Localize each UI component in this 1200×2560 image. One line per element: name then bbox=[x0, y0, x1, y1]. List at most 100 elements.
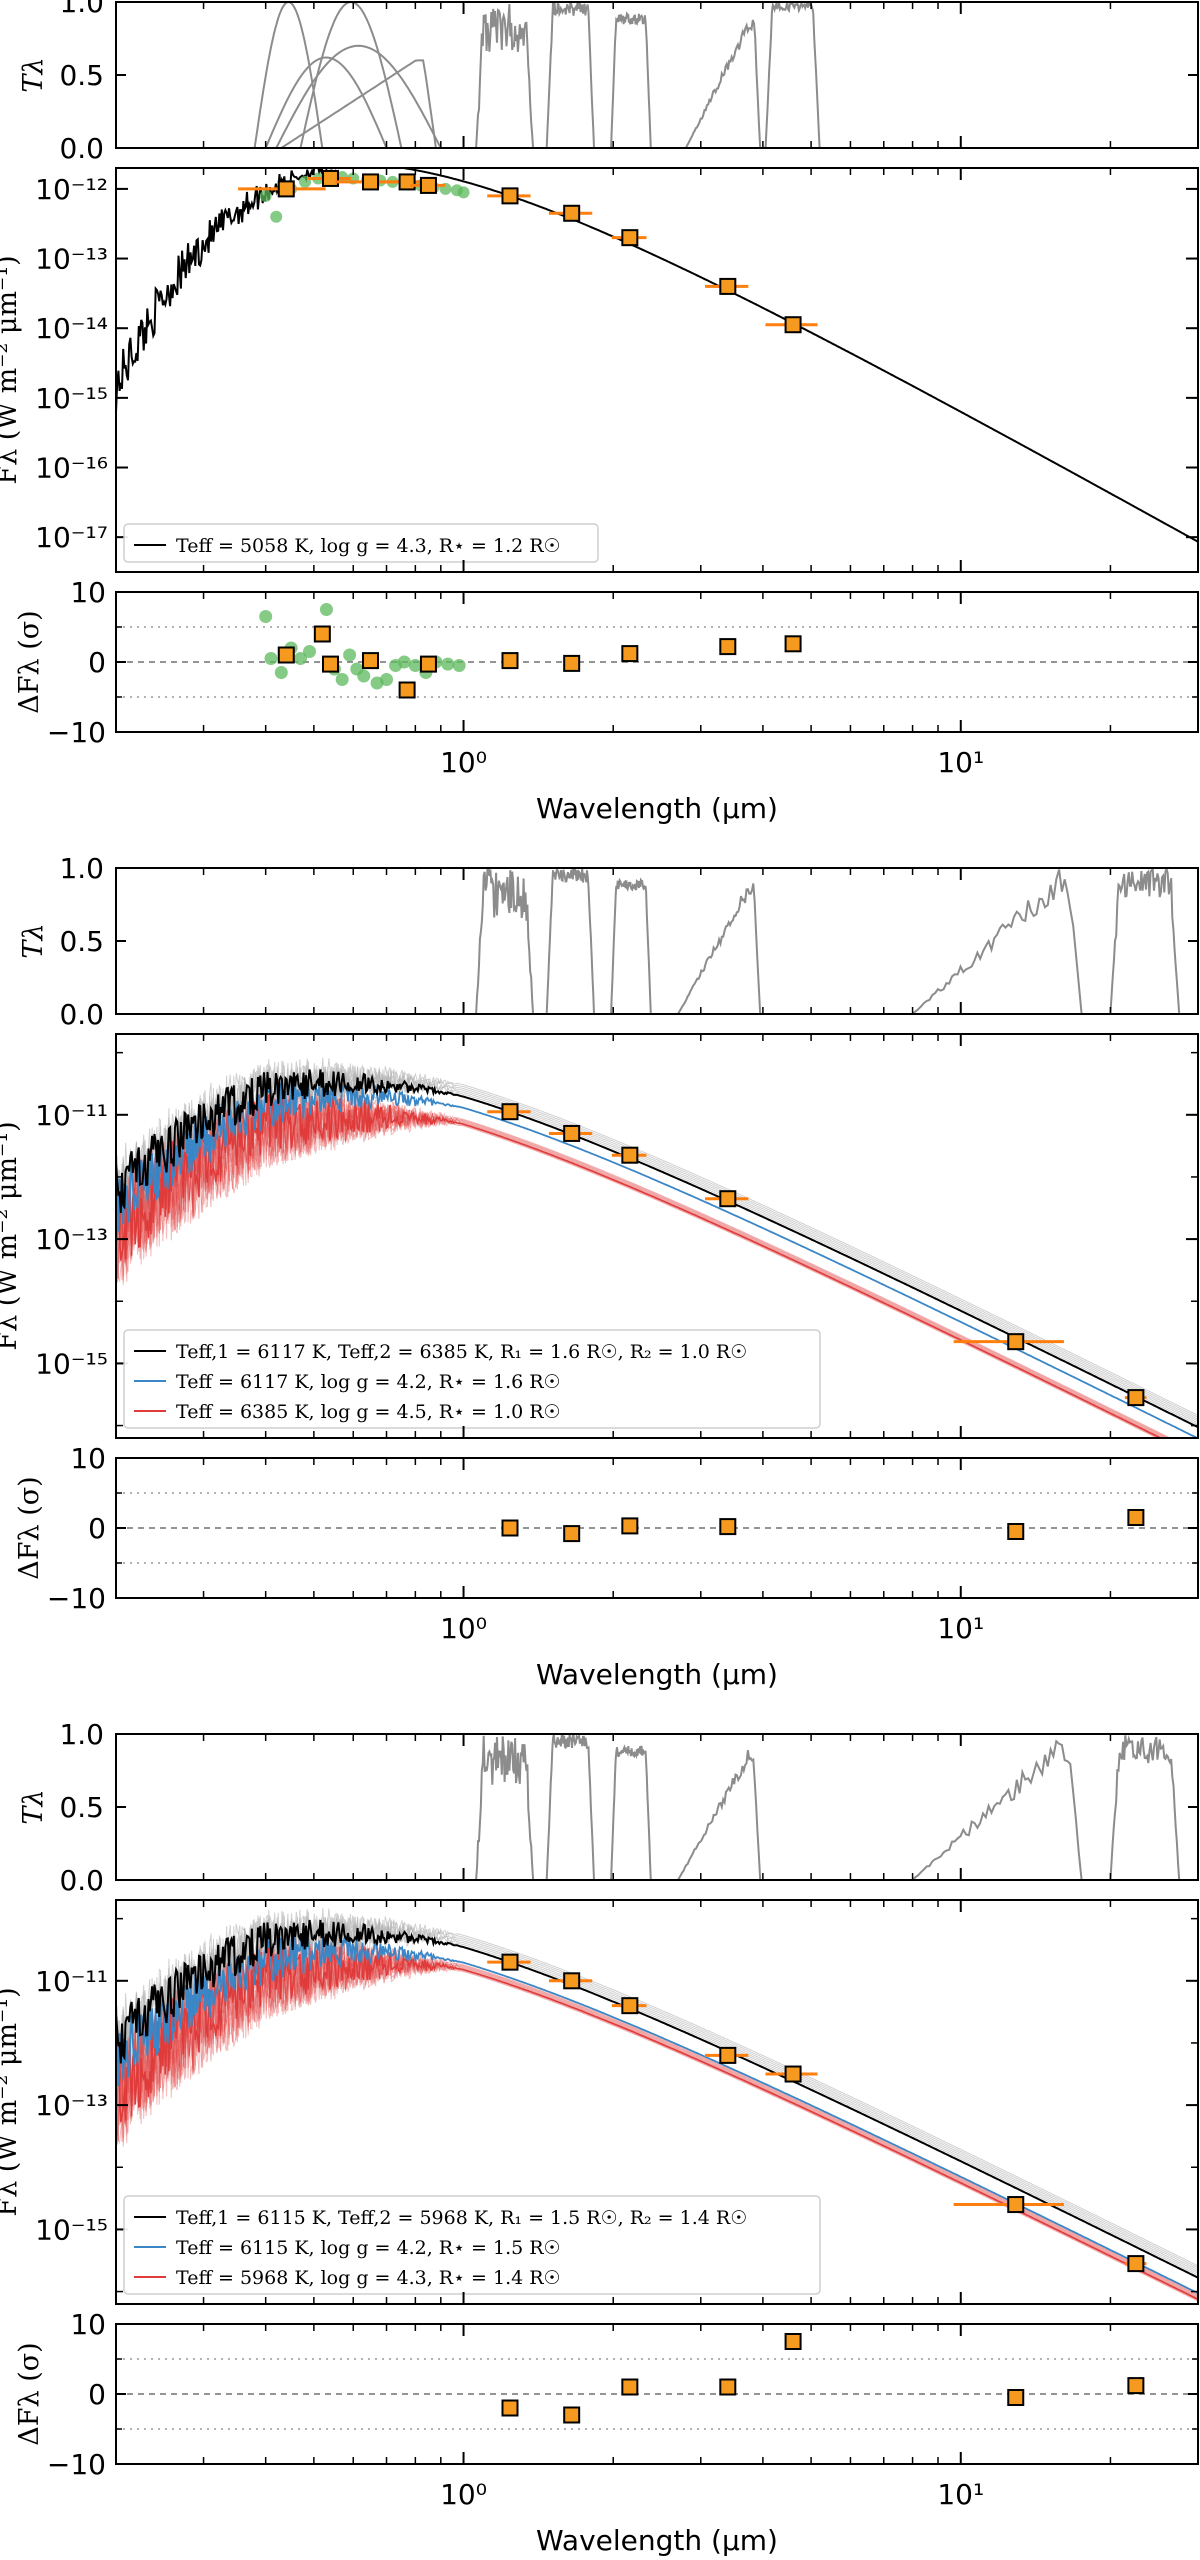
photometry-point bbox=[1127, 2255, 1145, 2273]
photometry-point bbox=[419, 176, 437, 194]
y-tick-label: 10⁻¹⁵ bbox=[35, 382, 108, 415]
sed-plot bbox=[116, 168, 1198, 543]
legend-box bbox=[123, 523, 599, 563]
photometry-point bbox=[1007, 1333, 1025, 1351]
y-tick-label: −10 bbox=[47, 716, 106, 749]
spectro-residual bbox=[408, 659, 422, 672]
y-tick-label: 10⁻¹³ bbox=[35, 2089, 108, 2122]
legend: Teff,1 = 6115 K, Teff,2 = 5968 K, R₁ = 1… bbox=[123, 2195, 821, 2295]
residual-point bbox=[1127, 1509, 1145, 1526]
residual-point bbox=[563, 654, 581, 672]
photometry-point bbox=[398, 173, 416, 191]
legend-label: Teff = 6385 K, log g = 4.5, R⋆ = 1.0 R☉ bbox=[176, 1401, 561, 1423]
y-tick-label: 10⁻¹¹ bbox=[35, 1099, 108, 1132]
transmission-frame bbox=[115, 1, 1199, 149]
transmission-ylabel: Tλ bbox=[18, 57, 49, 92]
residual-point bbox=[1007, 2389, 1025, 2406]
y-tick-label: −10 bbox=[47, 2448, 106, 2481]
sed-panel: 10⁻¹¹ 10⁻¹³ 10⁻¹⁵ Fλ (W m⁻² μm⁻¹) Teff,1 = 6… bbox=[0, 1899, 1199, 2305]
filter-curve bbox=[610, 11, 652, 148]
filter-curve bbox=[545, 1734, 595, 1880]
photometry-point bbox=[719, 2046, 737, 2064]
spectro-residual bbox=[294, 652, 308, 665]
photometry-point bbox=[362, 173, 380, 191]
photometry-point bbox=[621, 1997, 639, 2015]
filter-curve bbox=[545, 868, 595, 1014]
filter-curves bbox=[475, 868, 1181, 1014]
y-tick-label: 10⁻¹⁴ bbox=[35, 312, 108, 345]
x-tick-label: 10⁰ bbox=[440, 1612, 487, 1645]
residual-point bbox=[563, 1525, 581, 1543]
y-tick-label: 0.5 bbox=[59, 59, 104, 92]
filter-curve bbox=[545, 2, 595, 148]
photometry-point bbox=[563, 1972, 581, 1990]
residual-point bbox=[621, 2378, 639, 2396]
y-tick-label: 0.0 bbox=[59, 1864, 104, 1897]
sed-frame bbox=[115, 1899, 1199, 2305]
y-tick-label: 10⁻¹⁶ bbox=[35, 452, 108, 485]
residual-point bbox=[719, 638, 737, 656]
y-tick-label: 1.0 bbox=[59, 0, 104, 19]
y-tick-label: 10 bbox=[70, 2308, 106, 2341]
sed-ylabel: Fλ (W m⁻² μm⁻¹) bbox=[0, 1987, 23, 2216]
filter-curve bbox=[475, 4, 535, 148]
photometry-point bbox=[1127, 1389, 1145, 1407]
filter-curve bbox=[253, 2, 324, 148]
photometry-point bbox=[501, 187, 519, 205]
filter-curve bbox=[275, 44, 442, 148]
residual-point bbox=[1007, 1523, 1025, 1540]
spectro-residual bbox=[357, 669, 371, 683]
x-tick-label: 10¹ bbox=[937, 1612, 984, 1645]
y-tick-label: 10⁻¹⁵ bbox=[35, 2213, 108, 2246]
filter-curve bbox=[299, 2, 403, 148]
legend-label: Teff = 5968 K, log g = 4.3, R⋆ = 1.4 R☉ bbox=[176, 2267, 561, 2289]
y-tick-label: 0 bbox=[88, 1512, 106, 1545]
legend-label: Teff = 6117 K, log g = 4.2, R⋆ = 1.6 R☉ bbox=[176, 1371, 561, 1393]
x-axis-title: Wavelength (μm) bbox=[536, 1658, 778, 1691]
legend-label: Teff = 5058 K, log g = 4.3, R⋆ = 1.2 R☉ bbox=[176, 535, 561, 557]
sed-panel: 10⁻¹¹ 10⁻¹³ 10⁻¹⁵ Fλ (W m⁻² μm⁻¹) Teff,1 = 6… bbox=[0, 1033, 1199, 1439]
y-tick-label: 1.0 bbox=[59, 852, 104, 885]
photometry-point bbox=[563, 204, 581, 222]
y-tick-label: 0.5 bbox=[59, 1791, 104, 1824]
legend-box bbox=[123, 2195, 821, 2295]
y-tick-label: 0 bbox=[88, 646, 106, 679]
residual-point bbox=[313, 625, 331, 643]
y-tick-label: −10 bbox=[47, 1582, 106, 1615]
star2-sample bbox=[116, 1093, 1170, 1438]
filter-curve bbox=[911, 1739, 1083, 1880]
sed-frame bbox=[115, 1033, 1199, 1439]
transmission-panel: 0.0 0.5 1.0 Tλ bbox=[18, 852, 1199, 1031]
filter-curve bbox=[764, 2, 821, 148]
photometry-point bbox=[563, 1124, 581, 1142]
filter-curve bbox=[475, 868, 535, 1014]
legend-label: Teff,1 = 6115 K, Teff,2 = 5968 K, R₁ = 1… bbox=[176, 2207, 747, 2229]
transmission-panel: 0.0 0.5 1.0 Tλ bbox=[18, 0, 1199, 165]
filter-curve bbox=[911, 869, 1083, 1014]
y-tick-label: 10⁻¹³ bbox=[35, 1223, 108, 1256]
transmission-ylabel: Tλ bbox=[18, 1789, 49, 1824]
combined-model bbox=[116, 1919, 1198, 2279]
y-tick-label: 10⁻¹⁵ bbox=[35, 1347, 108, 1380]
panel-group-C: 0.0 0.5 1.0 Tλ 10⁻¹¹ 10⁻¹³ 10⁻¹⁵ Fλ (W m⁻² μm⁻¹… bbox=[0, 1718, 1199, 2557]
spectro-residual bbox=[259, 610, 273, 623]
residual-point bbox=[398, 681, 416, 699]
y-tick-label: 0.0 bbox=[59, 132, 104, 165]
residual-point bbox=[719, 1518, 737, 1536]
x-tick-label: 10⁰ bbox=[440, 2478, 487, 2511]
sed-ylabel: Fλ (W m⁻² μm⁻¹) bbox=[0, 1121, 23, 1350]
residual-point bbox=[321, 655, 339, 673]
y-tick-label: 10 bbox=[70, 576, 106, 609]
spectro-residual bbox=[343, 648, 357, 662]
y-tick-label: 10⁻¹¹ bbox=[35, 1965, 108, 1998]
filter-curves bbox=[475, 1734, 1181, 1880]
sed-plot bbox=[116, 1908, 1198, 2302]
transmission-frame bbox=[115, 867, 1199, 1015]
legend-box bbox=[123, 1329, 821, 1429]
star2-sample bbox=[116, 1094, 1164, 1438]
star2-sample bbox=[116, 1090, 1172, 1438]
filter-curve bbox=[610, 877, 652, 1014]
photometry-point bbox=[321, 169, 339, 187]
model-sample bbox=[116, 1059, 1198, 1418]
photometry-point bbox=[784, 316, 802, 334]
